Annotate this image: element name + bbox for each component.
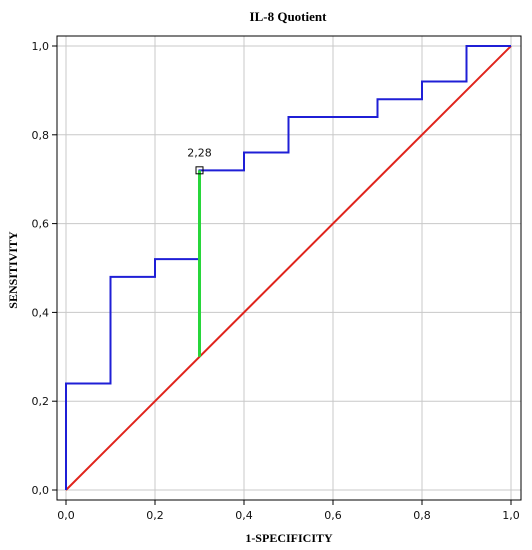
x-tick-label: 1,0 (502, 509, 520, 522)
x-tick-label: 0,4 (235, 509, 253, 522)
reference-line (65, 45, 512, 491)
cutoff-marker (195, 166, 204, 175)
chart-title: IL-8 Quotient (250, 9, 328, 24)
y-axis-label: SENSITIVITY (6, 231, 20, 309)
plot-frame (56, 35, 522, 501)
plot-area: 0,0 0,2 0,4 0,6 0,8 1,0 0,0 0,2 0,4 0,6 0,8 1,0 2,28 (32, 35, 522, 522)
y-tick-label: 0,0 (32, 484, 50, 497)
x-tick-label: 0,6 (324, 509, 342, 522)
x-axis-label: 1-SPECIFICITY (245, 531, 333, 545)
x-tick-label: 0,0 (57, 509, 75, 522)
roc-curve (65, 45, 511, 490)
cutoff-label: 2,28 (187, 146, 212, 159)
y-tick-label: 0,8 (32, 129, 50, 142)
y-tick-label: 0,2 (32, 395, 50, 408)
x-tick-label: 0,8 (413, 509, 431, 522)
y-tick-label: 0,4 (32, 306, 50, 319)
y-tick-label: 1,0 (32, 40, 50, 53)
x-tick-label: 0,2 (146, 509, 164, 522)
y-tick-label: 0,6 (32, 218, 50, 231)
